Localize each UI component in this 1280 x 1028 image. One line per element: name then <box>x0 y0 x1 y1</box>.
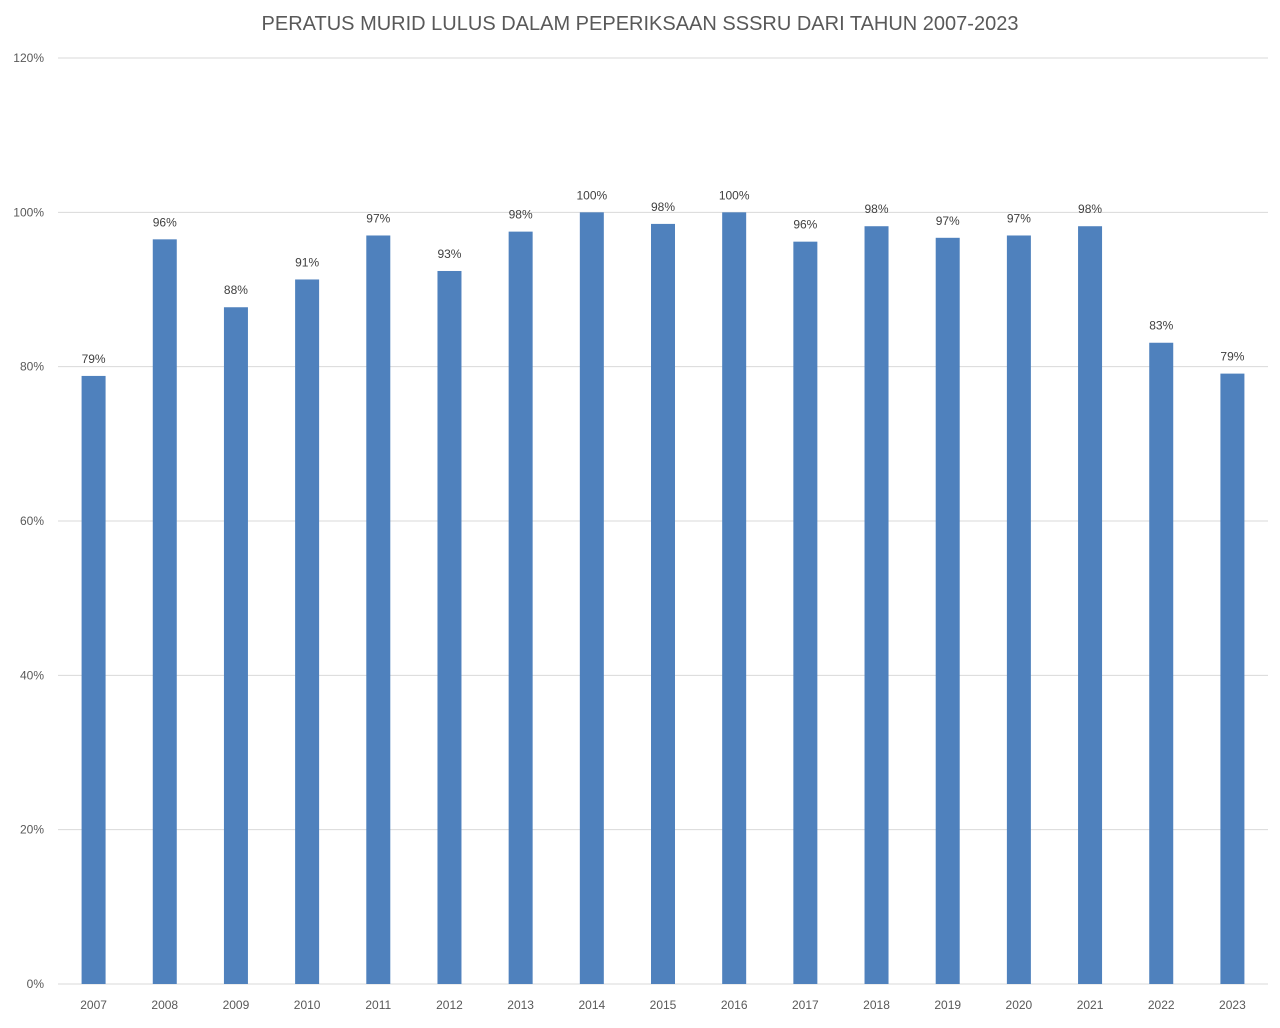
bar-2012 <box>437 270 462 985</box>
y-tick-label: 40% <box>20 668 44 682</box>
x-tick-label-2014: 2014 <box>578 998 605 1012</box>
x-tick-label-2012: 2012 <box>436 998 463 1012</box>
x-tick-label-2018: 2018 <box>863 998 890 1012</box>
data-label-2023: 79% <box>1220 350 1244 364</box>
x-tick-label-2019: 2019 <box>934 998 961 1012</box>
data-label-2014: 100% <box>576 188 607 202</box>
x-tick-label-2020: 2020 <box>1006 998 1033 1012</box>
data-labels: 79% 96% 88% 91% 97% 93% 98% 100% 98% 100% 96% 98% 97… <box>82 188 1245 366</box>
x-axis-tick-labels: 2007 2008 2009 2010 2011 2012 2013 2014 2015 2016… <box>80 998 1246 1012</box>
y-tick-label: 80% <box>20 360 44 374</box>
bar-2017 <box>793 241 818 984</box>
data-label-2019: 97% <box>936 214 960 228</box>
bars <box>81 212 1245 985</box>
y-tick-label: 20% <box>20 823 44 837</box>
bar-2008 <box>152 239 177 984</box>
bar-2014 <box>579 212 604 985</box>
y-tick-label: 60% <box>20 514 44 528</box>
data-label-2010: 91% <box>295 255 319 269</box>
bar-2018 <box>864 226 889 984</box>
data-label-2012: 93% <box>437 247 461 261</box>
data-label-2011: 97% <box>366 211 390 225</box>
bar-2020 <box>1006 235 1031 984</box>
bar-2010 <box>295 279 320 984</box>
data-label-2007: 79% <box>82 352 106 366</box>
bar-2023 <box>1220 373 1245 984</box>
bar-2022 <box>1149 342 1174 984</box>
bar-2011 <box>366 235 391 984</box>
y-tick-label: 100% <box>13 205 44 219</box>
data-label-2009: 88% <box>224 283 248 297</box>
data-label-2008: 96% <box>153 215 177 229</box>
bar-2016 <box>722 212 747 985</box>
x-tick-label-2013: 2013 <box>507 998 534 1012</box>
x-tick-label-2011: 2011 <box>365 998 391 1012</box>
bar-2013 <box>508 231 533 984</box>
data-label-2018: 98% <box>865 202 889 216</box>
data-label-2020: 97% <box>1007 211 1031 225</box>
bar-2009 <box>223 307 248 985</box>
data-label-2021: 98% <box>1078 202 1102 216</box>
data-label-2022: 83% <box>1149 319 1173 333</box>
x-tick-label-2016: 2016 <box>721 998 748 1012</box>
x-tick-label-2017: 2017 <box>792 998 819 1012</box>
x-tick-label-2015: 2015 <box>650 998 677 1012</box>
x-tick-label-2021: 2021 <box>1077 998 1104 1012</box>
data-label-2017: 96% <box>793 218 817 232</box>
bar-2007 <box>81 375 106 985</box>
data-label-2016: 100% <box>719 188 750 202</box>
x-tick-label-2022: 2022 <box>1148 998 1175 1012</box>
y-axis-tick-labels: 0% 20% 40% 60% 80% 100% 120% <box>13 51 44 991</box>
y-tick-label: 0% <box>27 977 45 991</box>
x-tick-label-2023: 2023 <box>1219 998 1246 1012</box>
x-tick-label-2008: 2008 <box>151 998 178 1012</box>
x-tick-label-2010: 2010 <box>294 998 321 1012</box>
x-tick-label-2007: 2007 <box>80 998 107 1012</box>
x-tick-label-2009: 2009 <box>223 998 250 1012</box>
y-tick-label: 120% <box>13 51 44 65</box>
bar-2015 <box>651 223 675 985</box>
bar-2021 <box>1078 226 1103 984</box>
data-label-2013: 98% <box>509 208 533 222</box>
data-label-2015: 98% <box>651 200 675 214</box>
chart-title: PERATUS MURID LULUS DALAM PEPERIKSAAN SS… <box>262 13 1019 35</box>
bar-2019 <box>935 237 960 984</box>
